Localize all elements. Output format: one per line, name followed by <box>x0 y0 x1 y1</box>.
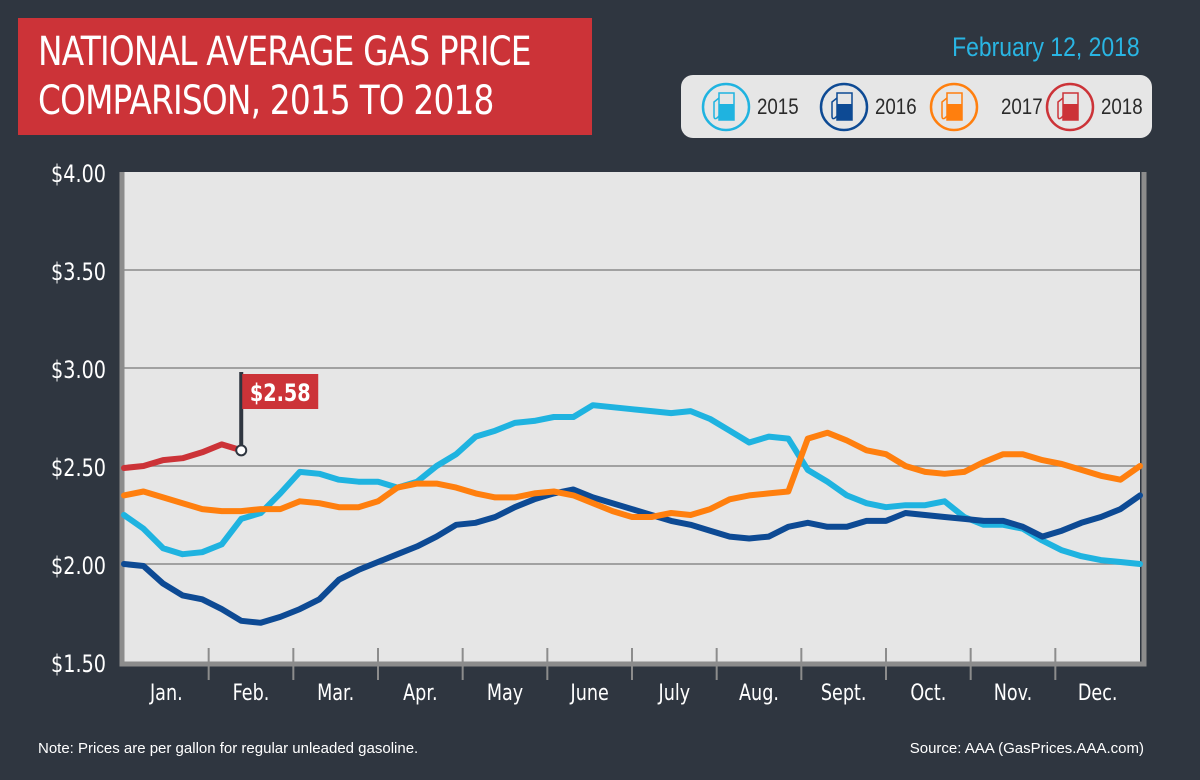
series-line-2016 <box>121 486 1143 626</box>
series-line-2018 <box>121 441 245 471</box>
legend-item-2015: 2015 <box>701 82 806 132</box>
legend-item-2018: 2018 <box>1045 82 1150 132</box>
x-tick-label: Nov. <box>994 680 1033 705</box>
x-tick-label: Dec. <box>1078 680 1118 705</box>
legend-label: 2018 <box>1101 94 1143 119</box>
x-tick-label: June <box>569 680 609 705</box>
date-label: February 12, 2018 <box>952 32 1140 62</box>
x-tick-label: Jan. <box>148 680 182 705</box>
x-tick-label: Mar. <box>317 680 354 705</box>
legend-item-2016: 2016 <box>819 82 924 132</box>
legend-label: 2017 <box>1001 94 1043 119</box>
gas-pump-icon <box>929 82 979 132</box>
gas-pump-icon <box>819 82 869 132</box>
x-tick-label: Apr. <box>403 680 437 705</box>
gas-pump-icon <box>701 82 751 132</box>
series-line-2017 <box>121 429 1143 520</box>
title-banner: NATIONAL AVERAGE GAS PRICE COMPARISON, 2… <box>18 18 592 135</box>
x-tick-label: Aug. <box>739 680 779 705</box>
y-tick-label: $4.00 <box>51 161 106 189</box>
y-tick-label: $3.50 <box>51 259 106 287</box>
y-tick-label: $1.50 <box>51 651 106 679</box>
legend: 2015 2016 2017 2018 <box>681 75 1152 138</box>
gas-pump-icon <box>1045 82 1095 132</box>
title-line-1: NATIONAL AVERAGE GAS PRICE <box>38 29 531 75</box>
x-tick-label: Sept. <box>821 680 867 705</box>
flag-banner <box>242 374 319 409</box>
x-tick-label: Feb. <box>233 680 270 705</box>
plot-area <box>124 172 1140 662</box>
footnote: Note: Prices are per gallon for regular … <box>38 740 419 757</box>
y-tick-label: $2.00 <box>51 553 106 581</box>
legend-label: 2016 <box>875 94 917 119</box>
y-tick-label: $3.00 <box>51 357 106 385</box>
x-tick-label: Oct. <box>910 680 946 705</box>
title-line-2: COMPARISON, 2015 TO 2018 <box>38 78 494 124</box>
x-tick-label: May <box>487 680 524 705</box>
legend-item-2017: 2017 <box>929 82 1050 132</box>
flag-label: $2.58 <box>250 380 311 408</box>
data-point-marker <box>235 444 248 457</box>
x-tick-label: July <box>657 680 691 705</box>
legend-label: 2015 <box>757 94 799 119</box>
y-tick-label: $2.50 <box>51 455 106 483</box>
source-note: Source: AAA (GasPrices.AAA.com) <box>909 740 1144 757</box>
